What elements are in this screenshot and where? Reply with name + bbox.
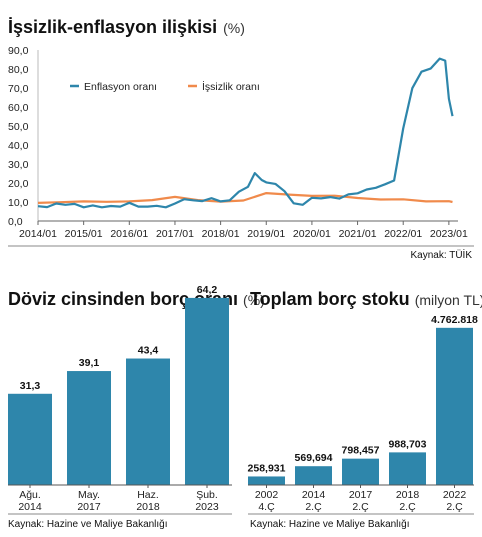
fx-debt-category-label: 2023 bbox=[195, 501, 219, 513]
debt-stock-bar bbox=[436, 327, 473, 485]
legend-label-issizlik: İşsizlik oranı bbox=[202, 80, 260, 93]
debt-stock-value-label: 988,703 bbox=[389, 438, 427, 450]
fx-debt-bar bbox=[185, 297, 229, 485]
fx-debt-bar bbox=[8, 393, 52, 485]
fx-debt-category-label: Şub. bbox=[196, 489, 218, 501]
debt-stock-category-label: 2018 bbox=[396, 489, 420, 501]
debt-stock-source: Kaynak: Hazine ve Maliye Bakanlığı bbox=[250, 519, 410, 530]
legend-label-enflasyon: Enflasyon oranı bbox=[84, 81, 157, 93]
y-tick-label: 20,0 bbox=[8, 178, 29, 190]
y-tick-label: 70,0 bbox=[8, 83, 29, 95]
fx-debt-bars: 31,3 39,1 43,4 64,2 bbox=[8, 284, 229, 485]
debt-stock-bar bbox=[295, 466, 332, 485]
fx-debt-category-label: 2017 bbox=[77, 501, 101, 513]
x-tick-label: 2019/01 bbox=[247, 228, 285, 240]
debt-stock-bar bbox=[342, 458, 379, 485]
debt-stock-bars: 258,931 569,694 798,457 988,703 4.762.818 bbox=[248, 314, 478, 485]
y-tick-label: 80,0 bbox=[8, 64, 29, 76]
y-tick-label: 30,0 bbox=[8, 159, 29, 171]
debt-stock-value-label: 798,457 bbox=[342, 445, 380, 457]
fx-debt-value-label: 39,1 bbox=[79, 357, 100, 369]
debt-stock-chart-title: Toplam borç stoku (milyon TL) bbox=[250, 289, 482, 309]
y-tick-label: 10,0 bbox=[8, 197, 29, 209]
x-tick-label: 2020/01 bbox=[293, 228, 331, 240]
y-tick-labels: 90,0 80,0 70,0 60,0 50,0 40,0 30,0 20,0 10,0 0,0 bbox=[8, 45, 29, 228]
debt-stock-value-label: 569,694 bbox=[295, 452, 333, 464]
x-tick-label: 2016/01 bbox=[110, 228, 148, 240]
debt-stock-bar-chart: Toplam borç stoku (milyon TL) 258,931 569,… bbox=[248, 289, 482, 530]
y-tick-label: 50,0 bbox=[8, 121, 29, 133]
x-tick-label: 2018/01 bbox=[202, 228, 240, 240]
fx-debt-chart-title: Döviz cinsinden borç oranı (%) bbox=[8, 289, 265, 309]
debt-stock-category-label: 2.Ç bbox=[399, 501, 416, 513]
x-tick-labels: 2014/01 2015/01 2016/01 2017/01 2018/01 2019/… bbox=[19, 221, 468, 240]
x-tick-label: 2015/01 bbox=[65, 228, 103, 240]
x-tick-label: 2021/01 bbox=[339, 228, 377, 240]
line-chart: İşsizlik-enflasyon ilişkisi (%) 90,0 80,0 7… bbox=[8, 17, 474, 261]
line-chart-source: Kaynak: TÜİK bbox=[410, 248, 472, 261]
x-tick-label: 2014/01 bbox=[19, 228, 57, 240]
y-tick-label: 40,0 bbox=[8, 140, 29, 152]
fx-debt-category-label: 2018 bbox=[136, 501, 160, 513]
y-tick-label: 90,0 bbox=[8, 45, 29, 57]
debt-stock-value-label: 4.762.818 bbox=[431, 314, 478, 326]
legend: Enflasyon oranı İşsizlik oranı bbox=[70, 80, 260, 93]
fx-debt-category-labels: Ağu.2014 May.2017 Haz.2018 Şub.2023 bbox=[18, 485, 219, 513]
fx-debt-bar bbox=[126, 358, 170, 485]
fx-debt-category-label: Ağu. bbox=[19, 489, 41, 501]
line-chart-title: İşsizlik-enflasyon ilişkisi (%) bbox=[8, 17, 245, 37]
x-tick-label: 2022/01 bbox=[384, 228, 422, 240]
debt-stock-category-label: 2002 bbox=[255, 489, 279, 501]
debt-stock-value-label: 258,931 bbox=[248, 462, 286, 474]
debt-stock-category-label: 2.Ç bbox=[446, 501, 463, 513]
series-lines bbox=[37, 57, 454, 209]
fx-debt-category-label: Haz. bbox=[137, 489, 159, 501]
fx-debt-category-label: 2014 bbox=[18, 501, 42, 513]
x-tick-label: 2017/01 bbox=[156, 228, 194, 240]
fx-debt-source: Kaynak: Hazine ve Maliye Bakanlığı bbox=[8, 519, 168, 530]
series-line-issizlik bbox=[37, 192, 453, 204]
debt-stock-category-label: 2022 bbox=[443, 489, 467, 501]
fx-debt-value-label: 31,3 bbox=[20, 380, 41, 392]
y-tick-label: 60,0 bbox=[8, 102, 29, 114]
fx-debt-value-label: 43,4 bbox=[138, 345, 159, 357]
fx-debt-bar bbox=[67, 371, 111, 485]
fx-debt-value-label: 64,2 bbox=[197, 284, 218, 296]
debt-stock-category-label: 2014 bbox=[302, 489, 326, 501]
series-line-enflasyon bbox=[37, 57, 454, 209]
debt-stock-bar bbox=[389, 452, 426, 485]
y-tick-label: 0,0 bbox=[8, 216, 23, 228]
debt-stock-category-label: 2.Ç bbox=[352, 501, 369, 513]
debt-stock-category-label: 2.Ç bbox=[305, 501, 322, 513]
debt-stock-category-label: 2017 bbox=[349, 489, 373, 501]
debt-stock-bar bbox=[248, 476, 285, 485]
x-tick-label: 2023/01 bbox=[430, 228, 468, 240]
debt-stock-category-label: 4.Ç bbox=[258, 501, 275, 513]
fx-debt-bar-chart: Döviz cinsinden borç oranı (%) 31,3 39,1 43… bbox=[8, 284, 265, 530]
fx-debt-category-label: May. bbox=[78, 489, 100, 501]
